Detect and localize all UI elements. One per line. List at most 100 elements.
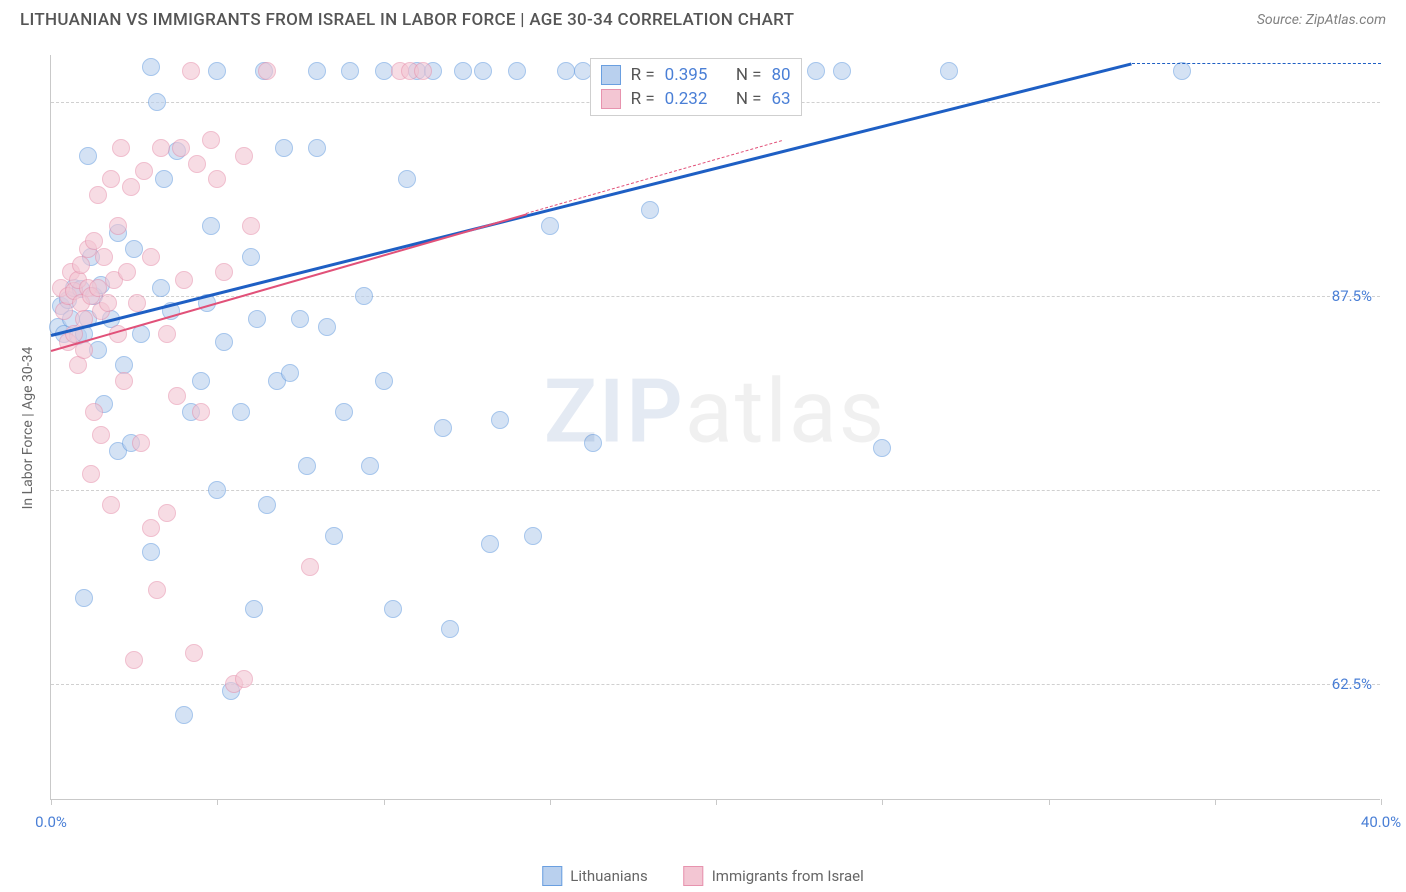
- data-point: [508, 62, 526, 80]
- data-point: [202, 217, 220, 235]
- data-point: [242, 217, 260, 235]
- data-point: [298, 457, 316, 475]
- data-point: [158, 325, 176, 343]
- data-point: [384, 600, 402, 618]
- data-point: [434, 419, 452, 437]
- chart-title: LITHUANIAN VS IMMIGRANTS FROM ISRAEL IN …: [20, 10, 794, 30]
- data-point: [398, 170, 416, 188]
- data-point: [275, 139, 293, 157]
- data-point: [491, 411, 509, 429]
- data-point: [192, 403, 210, 421]
- stats-row: R =0.232 N =63: [601, 87, 791, 111]
- legend-swatch: [601, 65, 621, 85]
- x-tick: [51, 799, 52, 805]
- legend-label: Immigrants from Israel: [712, 867, 864, 885]
- data-point: [192, 372, 210, 390]
- data-point: [55, 302, 73, 320]
- data-point: [335, 403, 353, 421]
- data-point: [125, 651, 143, 669]
- x-tick: [882, 799, 883, 805]
- data-point: [142, 543, 160, 561]
- data-point: [325, 527, 343, 545]
- data-point: [152, 139, 170, 157]
- data-point: [85, 403, 103, 421]
- data-point: [115, 372, 133, 390]
- data-point: [82, 465, 100, 483]
- data-point: [118, 263, 136, 281]
- data-point: [301, 558, 319, 576]
- data-point: [142, 58, 160, 76]
- stats-row: R =0.395 N =80: [601, 63, 791, 87]
- data-point: [69, 356, 87, 374]
- data-point: [95, 248, 113, 266]
- data-point: [474, 62, 492, 80]
- data-point: [807, 62, 825, 80]
- data-point: [148, 581, 166, 599]
- data-point: [308, 62, 326, 80]
- data-point: [125, 240, 143, 258]
- stats-box: R =0.395 N =80R =0.232 N =63: [590, 58, 802, 116]
- data-point: [122, 178, 140, 196]
- data-point: [245, 600, 263, 618]
- x-tick: [716, 799, 717, 805]
- y-tick-label: 87.5%: [1332, 287, 1372, 305]
- data-point: [873, 439, 891, 457]
- data-point: [341, 62, 359, 80]
- trend-line-dash: [1132, 63, 1381, 64]
- data-point: [248, 310, 266, 328]
- data-point: [182, 62, 200, 80]
- data-point: [454, 62, 472, 80]
- x-tick: [1215, 799, 1216, 805]
- data-point: [75, 589, 93, 607]
- chart-source: Source: ZipAtlas.com: [1257, 12, 1386, 28]
- data-point: [142, 248, 160, 266]
- data-point: [235, 147, 253, 165]
- data-point: [132, 434, 150, 452]
- data-point: [1173, 62, 1191, 80]
- x-tick: [217, 799, 218, 805]
- data-point: [112, 139, 130, 157]
- legend-label: Lithuanians: [570, 867, 647, 885]
- data-point: [232, 403, 250, 421]
- data-point: [89, 186, 107, 204]
- data-point: [168, 387, 186, 405]
- gridline: [51, 490, 1380, 491]
- data-point: [441, 620, 459, 638]
- data-point: [318, 318, 336, 336]
- data-point: [414, 62, 432, 80]
- x-tick: [1049, 799, 1050, 805]
- data-point: [291, 310, 309, 328]
- data-point: [208, 62, 226, 80]
- data-point: [833, 62, 851, 80]
- data-point: [215, 263, 233, 281]
- plot-area: 62.5%87.5%0.0%40.0%R =0.395 N =80R =0.23…: [50, 55, 1380, 800]
- data-point: [281, 364, 299, 382]
- legend-item: Immigrants from Israel: [684, 866, 864, 886]
- data-point: [215, 333, 233, 351]
- data-point: [524, 527, 542, 545]
- data-point: [258, 62, 276, 80]
- y-axis-title: In Labor Force | Age 30-34: [20, 346, 36, 509]
- data-point: [375, 372, 393, 390]
- data-point: [142, 519, 160, 537]
- data-point: [158, 504, 176, 522]
- data-point: [208, 481, 226, 499]
- x-tick: [384, 799, 385, 805]
- legend-item: Lithuanians: [542, 866, 647, 886]
- data-point: [152, 279, 170, 297]
- data-point: [308, 139, 326, 157]
- data-point: [242, 248, 260, 266]
- gridline: [51, 296, 1380, 297]
- data-point: [79, 147, 97, 165]
- data-point: [258, 496, 276, 514]
- title-bar: LITHUANIAN VS IMMIGRANTS FROM ISRAEL IN …: [0, 0, 1406, 36]
- data-point: [185, 644, 203, 662]
- data-point: [641, 201, 659, 219]
- legend: Lithuanians Immigrants from Israel: [542, 866, 863, 886]
- y-tick-label: 62.5%: [1332, 675, 1372, 693]
- data-point: [135, 162, 153, 180]
- data-point: [172, 139, 190, 157]
- data-point: [148, 93, 166, 111]
- x-tick-label: 40.0%: [1361, 813, 1401, 831]
- data-point: [188, 155, 206, 173]
